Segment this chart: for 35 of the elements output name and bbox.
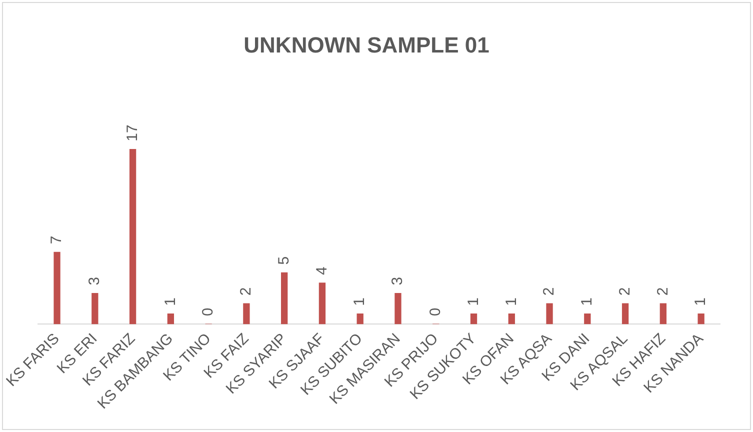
bar [243, 303, 250, 324]
bar [281, 272, 288, 324]
data-label: 4 [313, 266, 330, 275]
data-label: 3 [86, 276, 104, 286]
bar [622, 303, 629, 324]
data-label: 2 [238, 287, 255, 296]
data-label: 1 [162, 298, 179, 306]
data-label: 1 [351, 298, 368, 306]
bar [92, 292, 98, 324]
data-label: 1 [578, 298, 596, 306]
data-label: 0 [200, 308, 217, 316]
bar [584, 314, 591, 324]
data-label: 17 [124, 124, 141, 142]
data-label: 2 [540, 287, 558, 296]
data-label: 1 [464, 298, 482, 306]
data-label: 1 [692, 298, 710, 306]
bar [129, 148, 136, 324]
bar [318, 282, 326, 324]
bar [508, 314, 515, 324]
bar [54, 252, 60, 324]
bar [546, 303, 553, 324]
data-label: 3 [389, 276, 406, 286]
chart-title: UNKNOWN SAMPLE 01 [244, 32, 490, 58]
data-label: 2 [654, 287, 672, 296]
bar [470, 314, 478, 324]
data-label: 2 [616, 287, 634, 296]
bar [356, 314, 364, 324]
data-label: 5 [275, 256, 292, 265]
bar [698, 314, 704, 324]
data-label: 0 [427, 308, 444, 316]
data-label: 1 [502, 298, 520, 306]
bar [660, 303, 667, 324]
bar [394, 292, 402, 324]
data-label: 7 [48, 236, 66, 244]
bar [167, 314, 174, 324]
